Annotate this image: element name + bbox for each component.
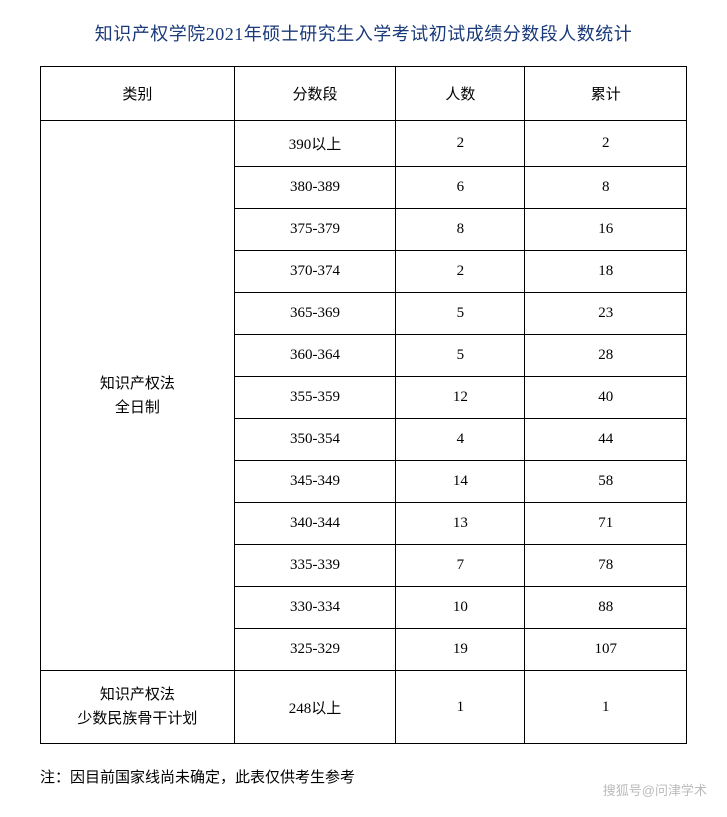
cumulative-cell: 88 (525, 587, 687, 629)
cumulative-cell: 40 (525, 377, 687, 419)
cumulative-cell: 28 (525, 335, 687, 377)
count-cell: 1 (396, 671, 525, 744)
header-category: 类别 (41, 67, 235, 121)
score-range-cell: 370-374 (234, 251, 396, 293)
score-statistics-table: 类别 分数段 人数 累计 知识产权法全日制390以上22380-38968375… (40, 66, 687, 744)
header-cumulative: 累计 (525, 67, 687, 121)
cumulative-cell: 58 (525, 461, 687, 503)
count-cell: 5 (396, 293, 525, 335)
score-range-cell: 325-329 (234, 629, 396, 671)
header-count: 人数 (396, 67, 525, 121)
score-range-cell: 380-389 (234, 167, 396, 209)
footnote: 注：因目前国家线尚未确定，此表仅供考生参考 (40, 766, 687, 787)
cumulative-cell: 107 (525, 629, 687, 671)
cumulative-cell: 78 (525, 545, 687, 587)
count-cell: 5 (396, 335, 525, 377)
header-score-range: 分数段 (234, 67, 396, 121)
cumulative-cell: 8 (525, 167, 687, 209)
cumulative-cell: 16 (525, 209, 687, 251)
score-range-cell: 360-364 (234, 335, 396, 377)
cumulative-cell: 44 (525, 419, 687, 461)
score-range-cell: 340-344 (234, 503, 396, 545)
category-cell: 知识产权法全日制 (41, 121, 235, 671)
count-cell: 14 (396, 461, 525, 503)
count-cell: 19 (396, 629, 525, 671)
score-range-cell: 375-379 (234, 209, 396, 251)
score-range-cell: 345-349 (234, 461, 396, 503)
page-title: 知识产权学院2021年硕士研究生入学考试初试成绩分数段人数统计 (40, 20, 687, 46)
count-cell: 13 (396, 503, 525, 545)
count-cell: 2 (396, 251, 525, 293)
count-cell: 4 (396, 419, 525, 461)
count-cell: 6 (396, 167, 525, 209)
cumulative-cell: 1 (525, 671, 687, 744)
category-cell: 知识产权法少数民族骨干计划 (41, 671, 235, 744)
count-cell: 2 (396, 121, 525, 167)
watermark: 搜狐号@问津学术 (603, 780, 707, 799)
cumulative-cell: 71 (525, 503, 687, 545)
table-row: 知识产权法全日制390以上22 (41, 121, 687, 167)
cumulative-cell: 23 (525, 293, 687, 335)
score-range-cell: 248以上 (234, 671, 396, 744)
cumulative-cell: 18 (525, 251, 687, 293)
score-range-cell: 355-359 (234, 377, 396, 419)
cumulative-cell: 2 (525, 121, 687, 167)
table-header-row: 类别 分数段 人数 累计 (41, 67, 687, 121)
score-range-cell: 350-354 (234, 419, 396, 461)
table-row: 知识产权法少数民族骨干计划248以上11 (41, 671, 687, 744)
score-range-cell: 330-334 (234, 587, 396, 629)
count-cell: 10 (396, 587, 525, 629)
count-cell: 8 (396, 209, 525, 251)
count-cell: 12 (396, 377, 525, 419)
score-range-cell: 365-369 (234, 293, 396, 335)
score-range-cell: 335-339 (234, 545, 396, 587)
score-range-cell: 390以上 (234, 121, 396, 167)
count-cell: 7 (396, 545, 525, 587)
